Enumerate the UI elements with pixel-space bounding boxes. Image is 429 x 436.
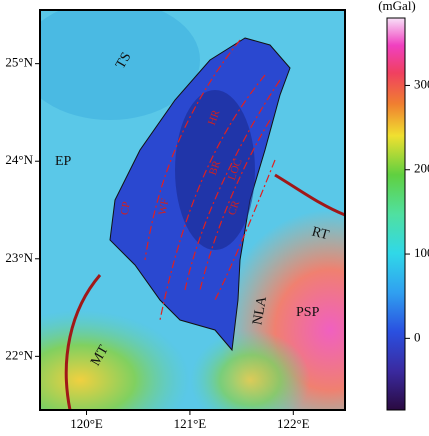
colorbar: [386, 17, 406, 411]
colorbar-tick-label: 100: [414, 245, 429, 260]
x-tick-label: 121°E: [174, 416, 207, 431]
map-label: WF: [157, 198, 172, 216]
map-label: RT: [310, 224, 331, 243]
map-label: TS: [113, 50, 134, 72]
colorbar-tick-label: 0: [414, 329, 421, 344]
colorbar-tick-label: 200: [414, 161, 429, 176]
map-label: HR: [206, 108, 223, 127]
map-label: CR: [226, 198, 243, 217]
colorbar-label: (mGal): [378, 0, 416, 13]
map-frame: [39, 9, 346, 411]
x-tick-label: 122°E: [277, 416, 310, 431]
x-tick-label: 120°E: [70, 416, 103, 431]
map-label: BR: [207, 158, 224, 177]
y-tick-label: 22°N: [5, 347, 33, 362]
map-label: CP: [119, 201, 133, 216]
y-tick-label: 23°N: [5, 250, 33, 265]
map-label: PSP: [296, 305, 320, 320]
map-label: EP: [55, 154, 72, 169]
y-tick-label: 24°N: [5, 152, 33, 167]
map-label: NLA: [250, 294, 270, 326]
y-tick-label: 25°N: [5, 55, 33, 70]
colorbar-tick-label: 300: [414, 76, 429, 91]
